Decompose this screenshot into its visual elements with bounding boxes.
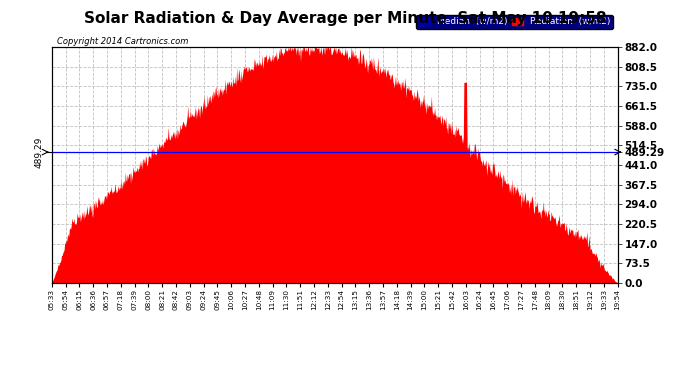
Legend: Median  (w/m2), Radiation  (w/m2): Median (w/m2), Radiation (w/m2) <box>416 15 613 29</box>
Text: Copyright 2014 Cartronics.com: Copyright 2014 Cartronics.com <box>57 38 189 46</box>
Text: Solar Radiation & Day Average per Minute  Sat May 10 19:58: Solar Radiation & Day Average per Minute… <box>83 11 607 26</box>
